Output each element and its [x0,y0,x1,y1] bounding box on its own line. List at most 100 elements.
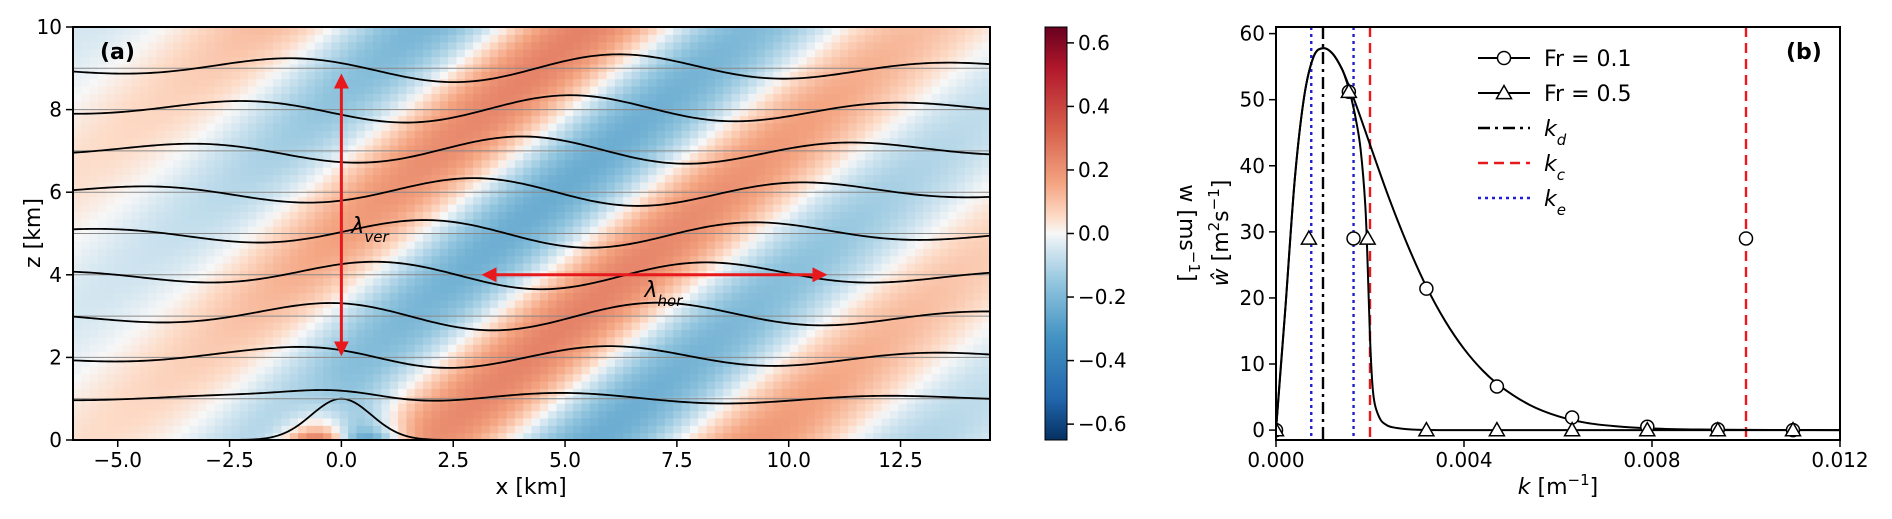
field-cell [439,351,449,360]
field-cell [789,130,799,139]
field-cell [798,56,808,65]
field-cell [606,218,616,227]
field-cell [706,196,716,205]
field-cell [714,159,724,168]
field-cell [681,366,691,375]
field-cell [264,86,274,94]
field-cell [731,34,741,43]
field-cell [589,285,599,294]
field-cell [431,137,441,146]
field-cell [214,248,224,257]
field-cell [139,432,149,440]
field-cell [348,27,358,35]
field-cell [789,329,799,338]
field-cell [689,410,699,419]
field-cell [231,299,241,308]
field-cell [273,71,283,80]
field-cell [164,277,174,286]
field-cell [598,218,608,227]
field-cell [764,233,774,242]
field-cell [81,336,91,345]
field-cell [639,285,649,294]
field-cell [414,351,424,360]
field-cell [114,93,124,102]
field-cell [773,292,783,301]
field-cell [689,329,699,338]
field-cell [731,255,741,264]
field-cell [356,145,366,153]
field-cell [656,122,666,131]
field-cell [331,417,341,426]
field-cell [389,410,399,419]
field-cell [256,233,266,242]
field-cell [748,159,758,168]
field-cell [331,189,341,198]
field-cell [631,137,641,146]
field-cell [631,56,641,65]
field-cell [673,248,683,257]
field-cell [456,277,466,286]
field-cell [264,27,274,35]
field-cell [539,358,549,367]
field-cell [473,41,483,50]
field-cell [106,285,116,294]
field-cell [264,93,274,102]
field-cell [431,388,441,397]
field-cell [756,196,766,205]
field-cell [456,314,466,323]
field-cell [381,285,391,294]
field-cell [598,307,608,316]
field-cell [464,292,474,301]
field-cell [806,78,816,87]
field-cell [531,71,541,80]
field-cell [714,56,724,65]
field-cell [464,130,474,139]
field-cell [781,388,791,397]
field-cell [689,100,699,109]
field-cell [89,255,99,264]
field-cell [564,108,574,117]
field-cell [131,115,141,124]
field-cell [731,204,741,212]
field-cell [214,27,224,35]
field-cell [348,86,358,94]
field-cell [364,41,374,50]
field-cell [181,395,191,404]
field-cell [114,285,124,294]
field-cell [206,395,216,404]
field-cell [581,233,591,242]
field-cell [706,49,716,58]
field-cell [773,56,783,65]
field-cell [89,410,99,419]
field-cell [481,204,491,212]
field-cell [173,152,182,161]
field-cell [756,307,766,316]
field-cell [73,277,82,286]
field-cell [181,425,191,434]
field-cell [781,159,791,168]
field-cell [114,49,124,58]
field-cell [631,248,641,257]
field-cell [398,388,408,397]
field-cell [398,27,408,35]
field-cell [473,145,483,153]
field-cell [98,425,107,434]
field-cell [689,130,699,139]
field-cell [448,277,458,286]
field-cell [539,248,549,257]
field-cell [639,49,649,58]
field-cell [314,381,324,389]
field-cell [614,351,624,360]
field-cell [189,56,199,65]
field-cell [231,34,241,43]
field-cell [364,263,374,271]
field-cell [148,417,157,426]
field-cell [156,56,166,65]
field-cell [806,100,816,109]
field-cell [356,100,366,109]
field-cell [556,336,566,345]
field-cell [131,152,141,161]
field-cell [223,218,232,227]
field-cell [489,34,499,43]
field-cell [139,277,149,286]
